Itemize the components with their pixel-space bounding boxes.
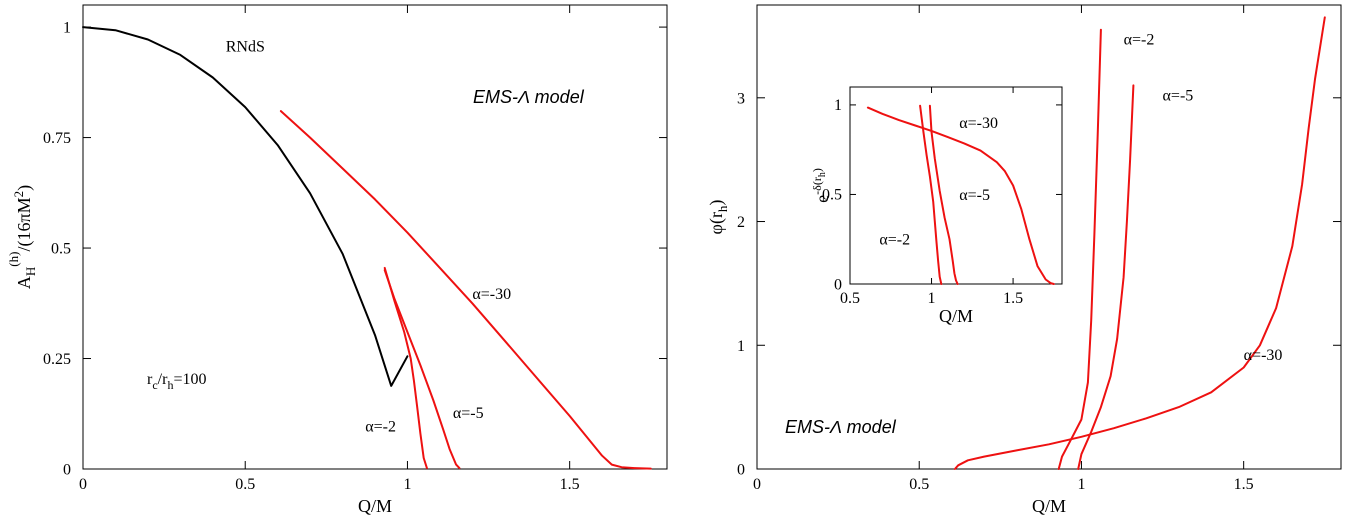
x-tick-label: 1: [928, 290, 936, 307]
y-axis-label-part: /(16πM: [14, 197, 35, 251]
y-tick-label: 0.75: [43, 130, 71, 147]
curve-label-30: α=-30: [959, 115, 998, 132]
ratio-note-part: /r: [158, 371, 168, 388]
series-line-2: [1057, 28, 1102, 470]
curve-label-rnds: RNdS: [226, 38, 265, 55]
curve-label-5: α=-5: [959, 187, 990, 204]
y-axis-label: φ(rh): [706, 200, 730, 235]
y-tick-label: 3: [737, 90, 745, 107]
series-line-30: [866, 106, 1055, 285]
y-axis-label-part: 2: [11, 191, 26, 198]
x-axis-label: Q/M: [1032, 496, 1066, 516]
y-axis-label-part: ): [706, 200, 727, 206]
y-tick-label: 1: [63, 20, 71, 37]
series-line-2: [383, 266, 428, 470]
curve-label-5: α=-5: [1163, 87, 1194, 104]
series-line-2: [919, 104, 943, 285]
x-tick-label: 1: [1077, 476, 1085, 493]
y-axis-label-part: A: [14, 276, 34, 289]
y-tick-label: 0.5: [51, 241, 71, 258]
plot-frame: [849, 86, 1063, 285]
x-tick-label: 1: [403, 476, 411, 493]
x-axis-label: Q/M: [358, 496, 392, 516]
x-tick-label: 0.5: [840, 290, 860, 307]
inset-y-axis-label-part: h: [817, 172, 828, 177]
y-tick-label: 0.25: [43, 351, 71, 368]
inset-y-axis-label-part: e: [812, 195, 832, 203]
series-line-30: [279, 110, 652, 470]
y-tick-label: 1: [834, 97, 842, 114]
y-tick-label: 0: [737, 462, 745, 479]
x-tick-label: 0: [79, 476, 87, 493]
inset-y-axis-label-part: ): [810, 168, 824, 172]
ratio-note-part: =100: [173, 371, 206, 388]
y-axis-label-part: H: [23, 267, 38, 276]
inset-chart: 0.5 1 1.500.51Q/Mα=-30α=-5α=-2e-δ(rh): [810, 86, 1063, 326]
ratio-note: rc/rh=100: [147, 371, 206, 392]
y-tick-label: 0: [834, 276, 842, 293]
model-label: EMS-Λ model: [785, 417, 897, 437]
model-label: EMS-Λ model: [473, 87, 585, 107]
series-line-5: [383, 269, 461, 470]
ratio-note-part: c: [152, 378, 157, 392]
y-axis-label-part: h: [715, 205, 730, 212]
series-line-5: [928, 104, 959, 285]
y-axis-label: AH(h)/(16πM2): [6, 185, 38, 289]
series-line-rnds: [82, 26, 409, 387]
x-tick-label: 1.5: [560, 476, 580, 493]
left-chart: 0 0.5 1 1.5 0 0.25 0.5 0.75 1 Q/M RNdS α=-30 α=-5 α=-…: [6, 4, 668, 516]
y-axis-label-part: ): [14, 185, 35, 191]
x-axis-label: Q/M: [939, 306, 973, 326]
x-tick-label: 0: [753, 476, 761, 493]
curve-label-30: α=-30: [1244, 347, 1283, 364]
ratio-note-part: r: [147, 371, 153, 388]
y-tick-label: 0: [63, 462, 71, 479]
inset-y-axis-label: e-δ(rh): [810, 168, 832, 203]
y-axis-label-part: (h): [6, 252, 21, 267]
curve-label-30: α=-30: [472, 286, 511, 303]
curve-label-2: α=-2: [879, 232, 910, 249]
y-tick-label: 2: [737, 214, 745, 231]
plot-frame: [756, 4, 1342, 470]
x-tick-label: 0.5: [909, 476, 929, 493]
x-tick-label: 1.5: [1234, 476, 1254, 493]
ratio-note-part: h: [167, 378, 173, 392]
y-tick-label: 0.5: [822, 187, 842, 204]
curve-label-5: α=-5: [453, 405, 484, 422]
plot-frame: [82, 4, 668, 470]
curve-label-2: α=-2: [365, 418, 396, 435]
y-axis-label-part: φ(r: [706, 212, 727, 234]
curve-label-2: α=-2: [1124, 32, 1155, 49]
series-line-5: [1077, 84, 1135, 470]
y-tick-label: 1: [737, 338, 745, 355]
x-tick-label: 1.5: [1003, 290, 1023, 307]
series-line-30: [953, 16, 1326, 470]
inset-y-axis-label-part: -δ(r: [810, 177, 824, 195]
x-tick-label: 0.5: [235, 476, 255, 493]
